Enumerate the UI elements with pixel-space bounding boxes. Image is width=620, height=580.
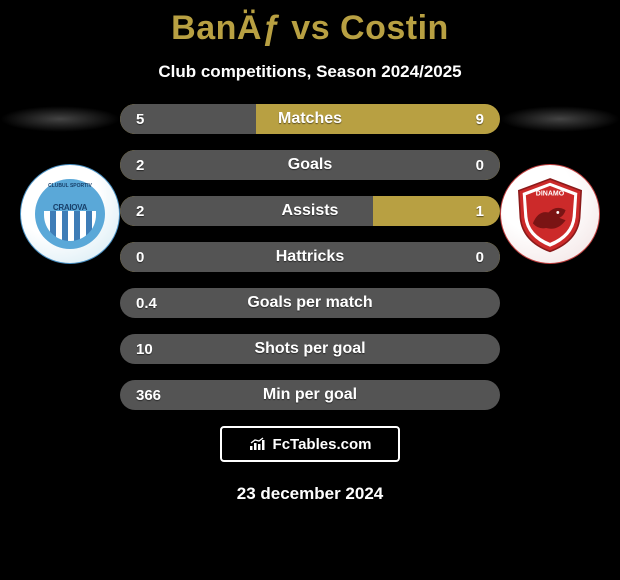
stat-value-right: 9 — [476, 104, 484, 134]
team-right-logo: DINAMO — [500, 164, 600, 264]
bar-fill-left — [120, 242, 310, 272]
chart-icon — [249, 437, 267, 451]
page-title: BanÄƒ vs Costin — [0, 0, 620, 48]
bar-fill-right — [386, 150, 500, 180]
shadow-left — [0, 106, 120, 132]
stat-value-right: 1 — [476, 196, 484, 226]
stat-label: Shots per goal — [120, 334, 500, 364]
stat-label: Min per goal — [120, 380, 500, 410]
stat-row: 59Matches — [120, 104, 500, 134]
badge-arc-text: CLUBUL SPORTIV — [48, 183, 92, 189]
shadow-right — [500, 106, 620, 132]
date-label: 23 december 2024 — [0, 484, 620, 504]
bar-fill-left — [120, 196, 373, 226]
stat-label: Goals per match — [120, 288, 500, 318]
bar-fill-left — [120, 150, 386, 180]
badge-stripes — [44, 211, 96, 241]
stat-row: 00Hattricks — [120, 242, 500, 272]
fctables-label: FcTables.com — [273, 436, 372, 453]
team-left-logo: CLUBUL SPORTIV CRAIOVA — [20, 164, 120, 264]
stat-value-left: 10 — [136, 334, 153, 364]
comparison-section: CLUBUL SPORTIV CRAIOVA DINAMO 59Matches 2… — [0, 104, 620, 410]
stat-row: 21Assists — [120, 196, 500, 226]
subtitle: Club competitions, Season 2024/2025 — [0, 62, 620, 82]
stat-value-left: 0.4 — [136, 288, 157, 318]
stat-row: 366Min per goal — [120, 380, 500, 410]
stat-row: 20Goals — [120, 150, 500, 180]
bar-fill-left — [120, 104, 256, 134]
stat-row: 0.4Goals per match — [120, 288, 500, 318]
dinamo-text: DINAMO — [536, 190, 565, 197]
fctables-badge: FcTables.com — [220, 426, 400, 462]
stat-value-left: 366 — [136, 380, 161, 410]
craiova-badge: CLUBUL SPORTIV CRAIOVA — [35, 179, 105, 249]
bar-fill-right — [310, 242, 500, 272]
stat-bars: 59Matches 20Goals 21Assists 00Hattricks 0.4G… — [120, 104, 500, 410]
dinamo-badge: DINAMO — [511, 175, 589, 253]
stat-row: 10Shots per goal — [120, 334, 500, 364]
